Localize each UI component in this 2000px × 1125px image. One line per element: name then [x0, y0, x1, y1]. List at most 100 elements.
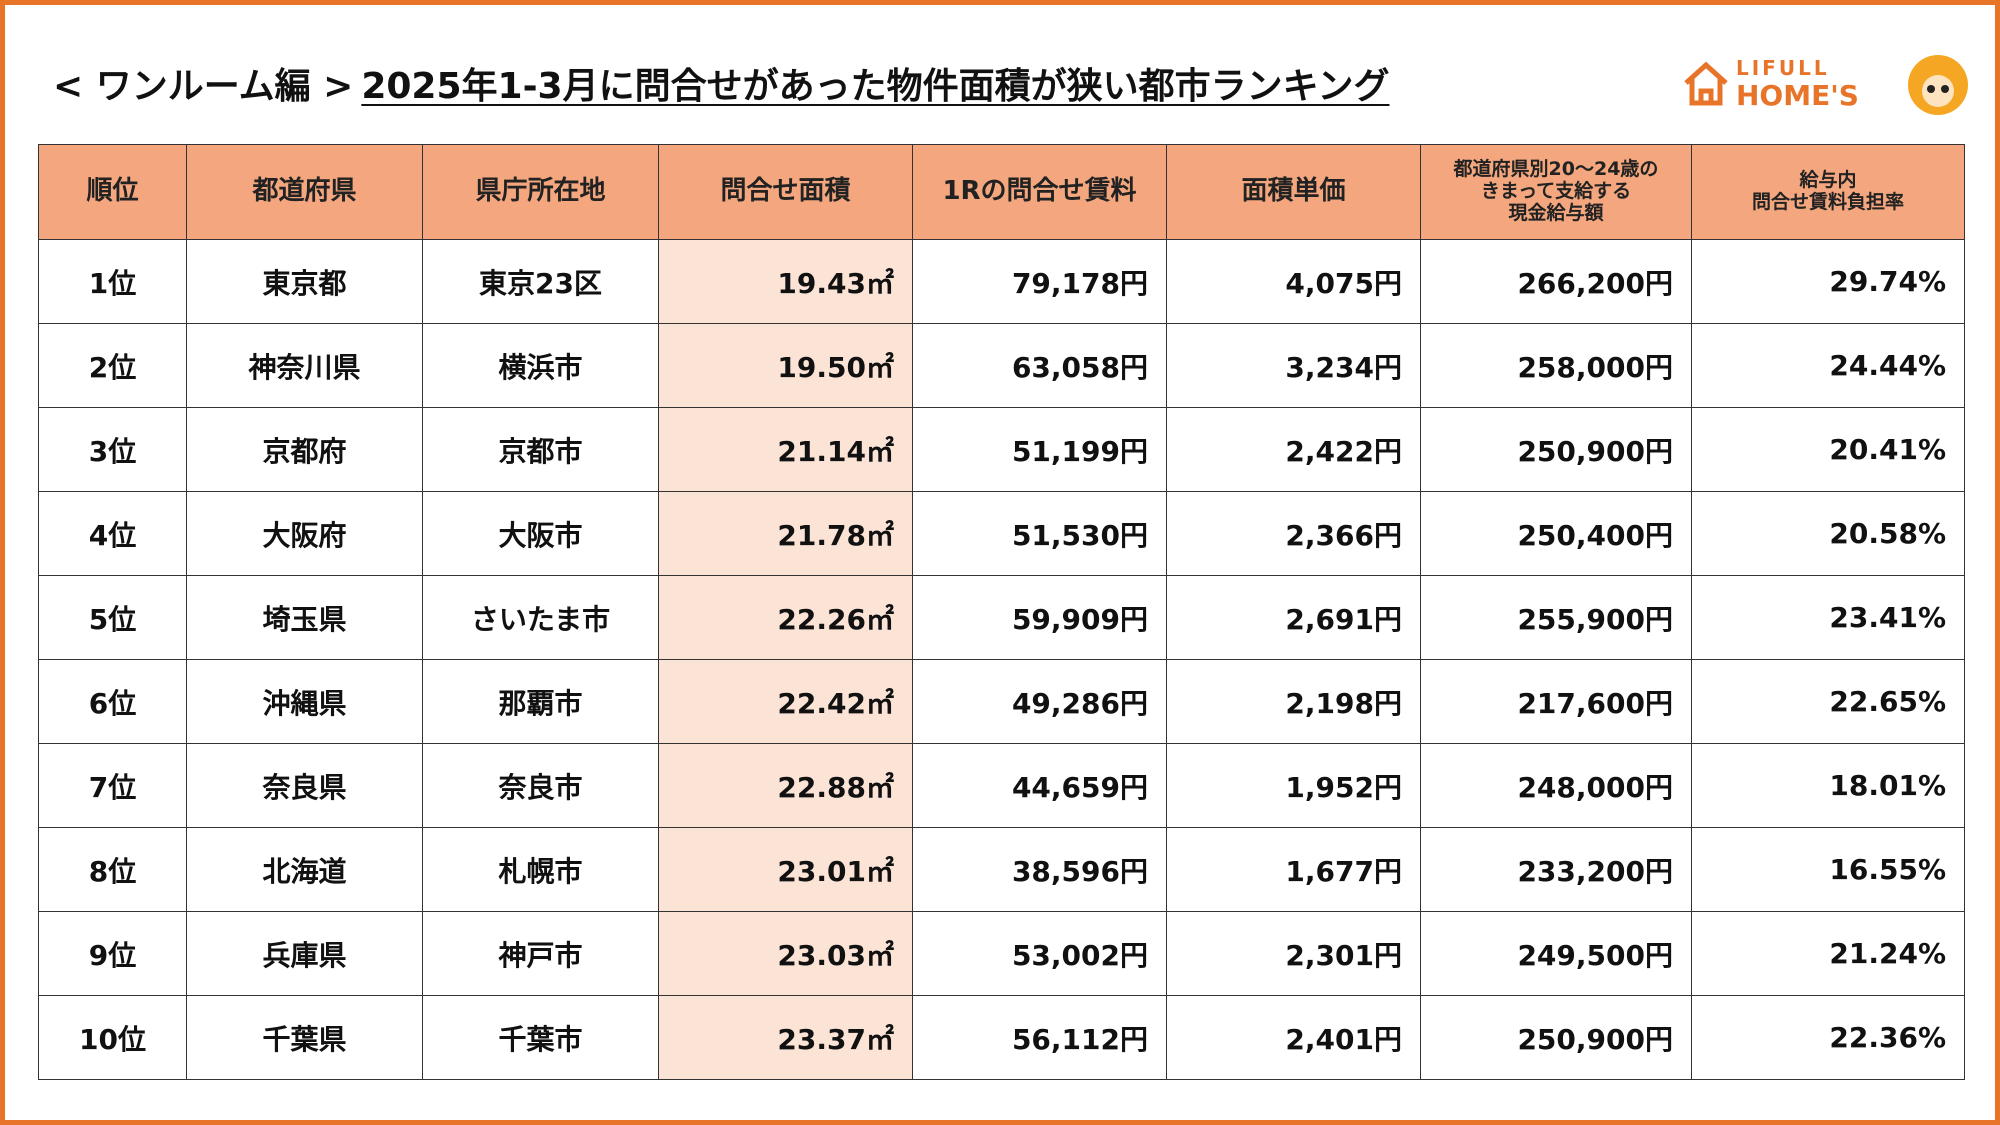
table-cell: 20.58%	[1691, 491, 1965, 576]
table-cell: 3,234円	[1166, 323, 1421, 408]
table-cell: 24.44%	[1691, 323, 1965, 408]
table-row: 7位 奈良県 奈良市 22.88㎡ 44,659円 1,952円 248,000円 18.01…	[38, 743, 1965, 828]
table-cell: 18.01%	[1691, 743, 1965, 828]
table-cell: 233,200円	[1420, 827, 1692, 912]
header-cell: 問合せ面積	[658, 144, 913, 240]
table-cell: 22.88㎡	[658, 743, 913, 828]
table-cell: 22.42㎡	[658, 659, 913, 744]
table-cell: 59,909円	[912, 575, 1167, 660]
table-cell: 56,112円	[912, 995, 1167, 1080]
table-cell: 23.03㎡	[658, 911, 913, 996]
header-text: 現金給与額	[1508, 201, 1604, 224]
table-cell: 千葉市	[422, 995, 659, 1080]
header-cell: 給与内 問合せ賃料負担率	[1691, 144, 1965, 240]
table-cell: 16.55%	[1691, 827, 1965, 912]
table-cell: 38,596円	[912, 827, 1167, 912]
table-row: 3位 京都府 京都市 21.14㎡ 51,199円 2,422円 250,900円 20.41…	[38, 407, 1965, 492]
mascot-face	[1922, 75, 1954, 107]
header-cell: 面積単価	[1166, 144, 1421, 240]
title-main: 2025年1-3月に問合せがあった物件面積が狭い都市ランキング	[361, 66, 1390, 107]
table-cell: 2,691円	[1166, 575, 1421, 660]
table-cell: 兵庫県	[186, 911, 423, 996]
table-cell: 22.65%	[1691, 659, 1965, 744]
table-cell: 266,200円	[1420, 239, 1692, 324]
title: < ワンルーム編 >2025年1-3月に問合せがあった物件面積が狭い都市ランキン…	[53, 57, 1389, 109]
table-row: 1位 東京都 東京23区 19.43㎡ 79,178円 4,075円 266,200円 29.…	[38, 239, 1965, 324]
table-cell: 53,002円	[912, 911, 1167, 996]
table-cell: 250,400円	[1420, 491, 1692, 576]
table-cell: 51,199円	[912, 407, 1167, 492]
mascot-eye	[1927, 85, 1935, 93]
table-cell: 49,286円	[912, 659, 1167, 744]
header-text: きまって支給する	[1480, 180, 1632, 203]
table-cell: 2,366円	[1166, 491, 1421, 576]
table-cell: 10位	[38, 995, 187, 1080]
header-cell: 1Rの問合せ賃料	[912, 144, 1167, 240]
table-cell: 京都市	[422, 407, 659, 492]
header-text: 県庁所在地	[475, 176, 606, 207]
table-cell: 23.41%	[1691, 575, 1965, 660]
table-row: 4位 大阪府 大阪市 21.78㎡ 51,530円 2,366円 250,400円 20.58…	[38, 491, 1965, 576]
logo-line1: LIFULL	[1736, 56, 1830, 80]
header-text: 順位	[86, 176, 139, 207]
header-text: 都道府県別20〜24歳の	[1453, 158, 1659, 181]
logo-line2: HOME'S	[1736, 79, 1859, 112]
title-prefix: < ワンルーム編 >	[53, 66, 354, 107]
table-cell: 2位	[38, 323, 187, 408]
table-cell: 1,952円	[1166, 743, 1421, 828]
table-cell: 那覇市	[422, 659, 659, 744]
table-cell: 258,000円	[1420, 323, 1692, 408]
table-cell: 79,178円	[912, 239, 1167, 324]
table-cell: 51,530円	[912, 491, 1167, 576]
table-cell: 22.26㎡	[658, 575, 913, 660]
table-cell: 4位	[38, 491, 187, 576]
mascot-eye	[1941, 85, 1949, 93]
table-row: 9位 兵庫県 神戸市 23.03㎡ 53,002円 2,301円 249,500円 21.24…	[38, 911, 1965, 996]
table-cell: 217,600円	[1420, 659, 1692, 744]
header-cell: 都道府県	[186, 144, 423, 240]
table-cell: 神奈川県	[186, 323, 423, 408]
table-cell: 23.01㎡	[658, 827, 913, 912]
header-text: 給与内	[1799, 169, 1857, 192]
table-cell: 2,198円	[1166, 659, 1421, 744]
table-cell: 44,659円	[912, 743, 1167, 828]
table-cell: 奈良市	[422, 743, 659, 828]
table-cell: 5位	[38, 575, 187, 660]
table-cell: 250,900円	[1420, 995, 1692, 1080]
table-row: 10位 千葉県 千葉市 23.37㎡ 56,112円 2,401円 250,900円 22.3…	[38, 995, 1965, 1080]
table-cell: 3位	[38, 407, 187, 492]
header-text: 面積単価	[1241, 176, 1346, 207]
table-cell: 神戸市	[422, 911, 659, 996]
house-icon	[1684, 61, 1728, 106]
table-cell: 2,301円	[1166, 911, 1421, 996]
table-cell: 19.43㎡	[658, 239, 913, 324]
table-cell: 9位	[38, 911, 187, 996]
table-cell: 21.14㎡	[658, 407, 913, 492]
table-cell: 6位	[38, 659, 187, 744]
table-cell: 沖縄県	[186, 659, 423, 744]
table-cell: 東京都	[186, 239, 423, 324]
table-cell: 8位	[38, 827, 187, 912]
header-text: 問合せ賃料負担率	[1751, 191, 1904, 213]
table-cell: 大阪府	[186, 491, 423, 576]
table-cell: 248,000円	[1420, 743, 1692, 828]
table-cell: 20.41%	[1691, 407, 1965, 492]
table-cell: 249,500円	[1420, 911, 1692, 996]
table-cell: 千葉県	[186, 995, 423, 1080]
table-cell: 奈良県	[186, 743, 423, 828]
table-cell: 21.24%	[1691, 911, 1965, 996]
table-cell: 7位	[38, 743, 187, 828]
table-cell: 22.36%	[1691, 995, 1965, 1080]
table-cell: 北海道	[186, 827, 423, 912]
logo: LIFULL HOME'S	[1684, 55, 1968, 115]
table-row: 2位 神奈川県 横浜市 19.50㎡ 63,058円 3,234円 258,000円 24.4…	[38, 323, 1965, 408]
header-text: 都道府県	[252, 176, 357, 207]
table-cell: 京都府	[186, 407, 423, 492]
table-cell: 63,058円	[912, 323, 1167, 408]
table-cell: 19.50㎡	[658, 323, 913, 408]
header-text: 問合せ面積	[720, 176, 851, 207]
table-cell: 大阪市	[422, 491, 659, 576]
table-cell: 23.37㎡	[658, 995, 913, 1080]
table-cell: 2,422円	[1166, 407, 1421, 492]
